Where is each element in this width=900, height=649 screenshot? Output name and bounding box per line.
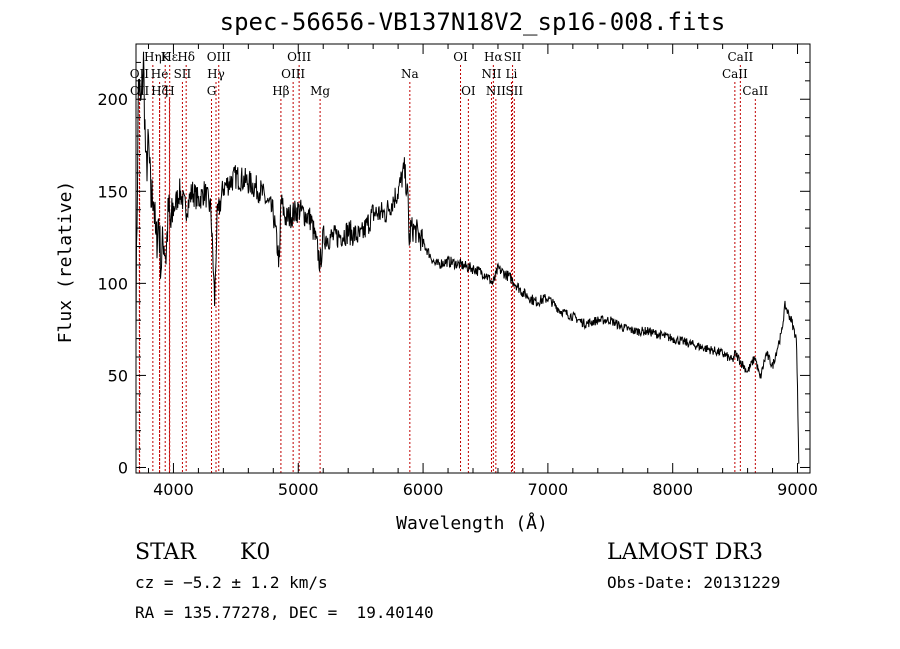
redshift-cz: cz = −5.2 ± 1.2 km/s bbox=[135, 573, 328, 592]
chart-title: spec-56656-VB137N18V2_sp16-008.fits bbox=[219, 8, 726, 36]
marker-label: OIII bbox=[287, 50, 311, 64]
x-tick-label: 7000 bbox=[528, 480, 569, 499]
y-tick-label: 50 bbox=[108, 366, 128, 385]
x-tick-label: 9000 bbox=[777, 480, 818, 499]
marker-label: He bbox=[151, 67, 169, 81]
marker-label: Hβ bbox=[272, 84, 289, 98]
spectrum-line bbox=[135, 51, 800, 464]
coordinates: RA = 135.77278, DEC = 19.40140 bbox=[135, 603, 434, 622]
subclass: K0 bbox=[240, 540, 271, 565]
object-class: STAR bbox=[135, 540, 196, 565]
y-tick-label: 200 bbox=[97, 90, 128, 109]
marker-label: Mg bbox=[310, 84, 330, 98]
marker-label: CaII bbox=[742, 84, 768, 98]
y-tick-label: 150 bbox=[97, 182, 128, 201]
marker-label: Hζ bbox=[151, 84, 168, 98]
marker-label: CaII bbox=[722, 67, 748, 81]
axes bbox=[135, 43, 811, 474]
x-tick-labels: 4000 5000 6000 7000 8000 9000 bbox=[153, 480, 818, 499]
marker-label: Hγ bbox=[207, 67, 225, 81]
survey-name: LAMOST DR3 bbox=[607, 540, 763, 565]
marker-label: G bbox=[207, 84, 217, 98]
marker-label: Li bbox=[506, 67, 518, 81]
marker-label: SII bbox=[505, 84, 523, 98]
x-tick-label: 4000 bbox=[153, 480, 194, 499]
marker-label: NII bbox=[481, 67, 501, 81]
marker-label: Hη bbox=[144, 50, 162, 64]
marker-label: NII bbox=[486, 84, 506, 98]
x-tick-label: 5000 bbox=[278, 480, 319, 499]
y-tick-label: 0 bbox=[118, 458, 128, 477]
marker-label: CaII bbox=[727, 50, 753, 64]
marker-label: Hδ bbox=[177, 50, 195, 64]
observation-date: Obs-Date: 20131229 bbox=[607, 573, 781, 592]
marker-label: Na bbox=[401, 67, 419, 81]
marker-label: SII bbox=[504, 50, 522, 64]
plot-frame bbox=[135, 43, 811, 474]
marker-label: OI bbox=[453, 50, 468, 64]
marker-label: OIII bbox=[207, 50, 231, 64]
y-tick-label: 100 bbox=[97, 274, 128, 293]
marker-label: OI bbox=[461, 84, 476, 98]
x-tick-label: 6000 bbox=[403, 480, 444, 499]
marker-label: Hα bbox=[484, 50, 503, 64]
y-axis-label: Flux (relative) bbox=[55, 181, 76, 344]
marker-label: OIII bbox=[281, 67, 305, 81]
y-tick-labels: 0 50 100 150 200 bbox=[97, 90, 128, 477]
x-axis-label: Wavelength (Å) bbox=[396, 512, 548, 534]
marker-label: H bbox=[164, 84, 174, 98]
marker-label: SII bbox=[174, 67, 192, 81]
x-tick-label: 8000 bbox=[652, 480, 693, 499]
marker-label: K bbox=[161, 50, 171, 64]
